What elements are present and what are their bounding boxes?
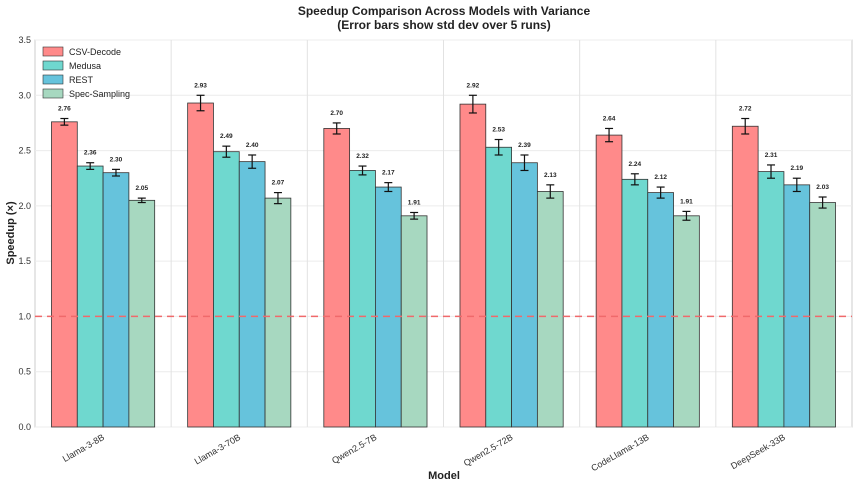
data-label: 1.91 — [408, 199, 421, 206]
x-tick-label: Llama-3-8B — [61, 432, 106, 464]
bar — [783, 184, 811, 428]
x-axis-label: Model — [428, 470, 460, 482]
data-label: 2.92 — [467, 82, 480, 89]
x-tick-label: DeepSeek-33B — [729, 432, 787, 471]
bar — [349, 170, 376, 428]
bar — [673, 215, 700, 428]
data-label: 2.70 — [330, 110, 343, 117]
x-tick-label: Llama-3-70B — [193, 432, 243, 466]
bar — [511, 162, 538, 428]
bar — [595, 134, 623, 428]
bar — [323, 128, 351, 428]
data-label: 2.72 — [739, 106, 752, 113]
bar — [536, 191, 564, 428]
x-tick-label: CodeLlama-13B — [589, 432, 650, 473]
bar — [459, 103, 487, 428]
legend-label: CSV-Decode — [69, 47, 121, 57]
bar — [621, 178, 649, 428]
y-tick-label: 3.0 — [18, 90, 31, 100]
bar — [102, 172, 130, 428]
data-label: 2.24 — [629, 161, 642, 168]
data-label: 2.49 — [220, 133, 233, 140]
data-label: 2.13 — [544, 172, 557, 179]
data-label: 2.53 — [492, 127, 505, 134]
bar — [187, 102, 214, 428]
bar — [647, 192, 674, 428]
bar — [238, 161, 266, 428]
data-label: 2.05 — [135, 185, 148, 192]
data-label: 2.32 — [356, 153, 369, 160]
bar — [400, 215, 428, 428]
bar — [264, 197, 292, 428]
legend-label: Medusa — [69, 61, 101, 71]
y-tick-label: 1.5 — [18, 256, 31, 266]
data-label: 2.64 — [603, 115, 616, 122]
legend-label: Spec-Sampling — [69, 89, 130, 99]
data-label: 2.40 — [246, 142, 259, 149]
legend: CSV-Decode Medusa REST Spec-Sampling — [42, 46, 130, 99]
x-tick-label: Qwen2.5-72B — [462, 432, 515, 468]
chart-subtitle: (Error bars show std dev over 5 runs) — [337, 18, 550, 32]
bar — [375, 186, 402, 428]
legend-swatch — [42, 74, 64, 85]
y-tick-label: 0.5 — [18, 367, 31, 377]
chart-title: Speedup Comparison Across Models with Va… — [298, 4, 591, 18]
y-tick-label: 2.0 — [18, 201, 31, 211]
data-label: 2.30 — [110, 156, 123, 163]
bar — [213, 151, 240, 428]
data-label: 2.07 — [272, 180, 285, 187]
legend-swatch — [42, 60, 64, 71]
data-label: 2.31 — [765, 152, 778, 159]
bar — [485, 146, 512, 428]
data-label: 2.03 — [816, 184, 829, 191]
y-tick-label: 2.5 — [18, 146, 31, 156]
y-axis-label: Speedup (×) — [5, 201, 17, 265]
bar — [128, 199, 156, 428]
bar — [809, 202, 836, 428]
legend-swatch — [42, 88, 64, 99]
data-label: 2.36 — [84, 150, 97, 157]
bar — [757, 171, 785, 428]
data-label: 2.93 — [194, 82, 207, 89]
data-label: 2.17 — [382, 170, 395, 177]
data-label: 2.12 — [654, 174, 667, 181]
y-tick-label: 1.0 — [18, 311, 31, 321]
bar — [76, 165, 104, 428]
y-tick-label: 0.0 — [18, 422, 31, 432]
data-label: 2.76 — [58, 106, 71, 113]
x-tick-label: Qwen2.5-7B — [330, 432, 378, 466]
data-label: 2.39 — [518, 142, 531, 149]
data-label: 1.91 — [680, 198, 693, 205]
bar — [51, 121, 78, 428]
data-label: 2.19 — [790, 165, 803, 172]
legend-swatch — [42, 46, 64, 57]
y-tick-label: 3.5 — [18, 35, 31, 45]
legend-label: REST — [69, 75, 94, 85]
bar — [731, 125, 759, 428]
